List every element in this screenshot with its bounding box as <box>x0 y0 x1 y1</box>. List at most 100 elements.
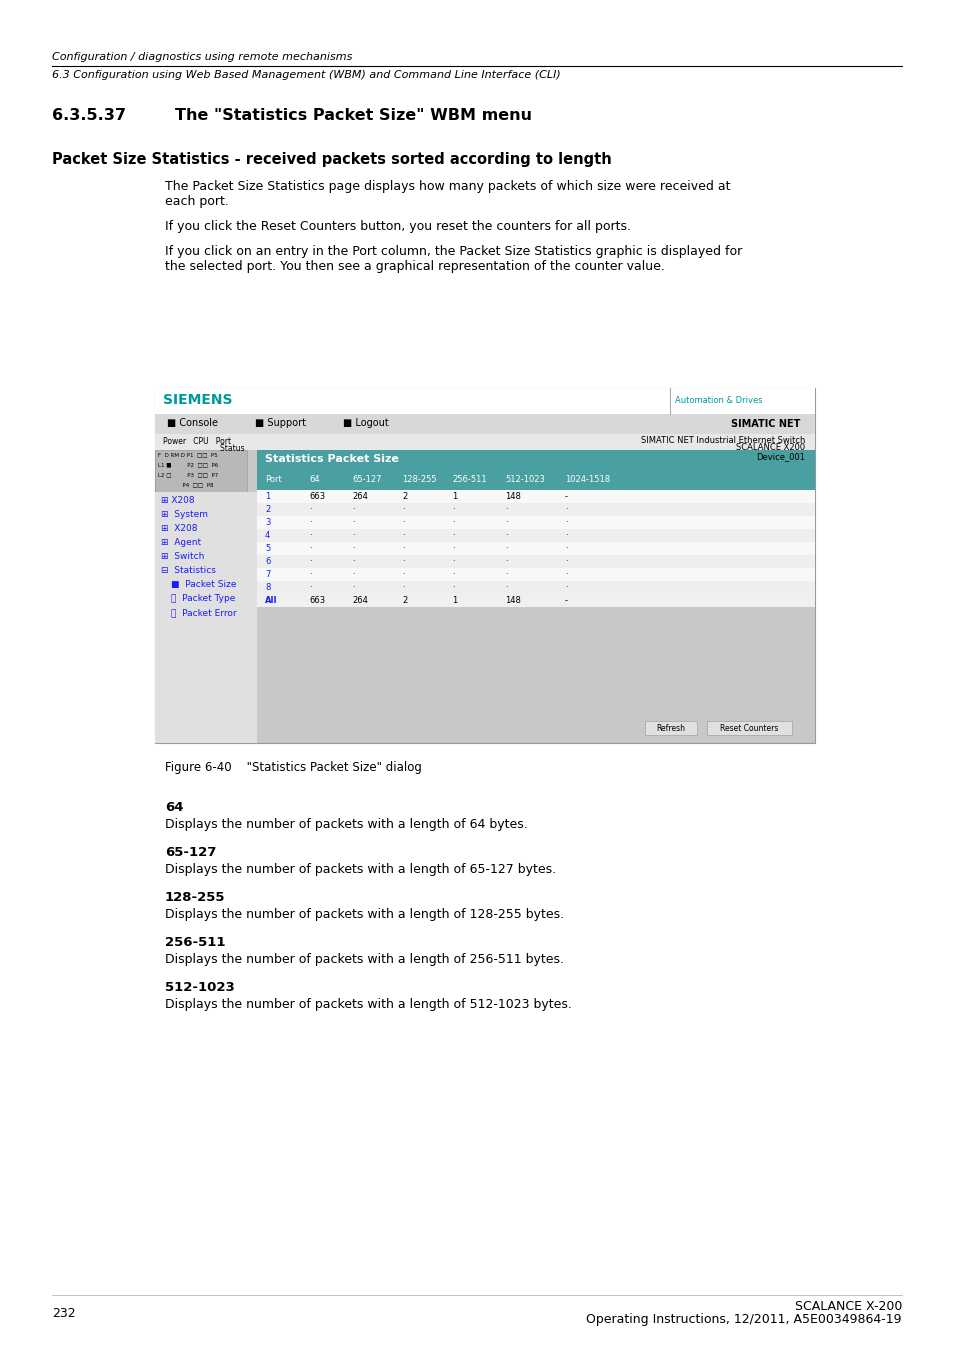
Bar <box>256 580 814 594</box>
Text: 2: 2 <box>401 491 407 501</box>
Text: ·: · <box>352 544 355 554</box>
Text: 65-127: 65-127 <box>352 475 381 485</box>
Text: ·: · <box>452 583 455 593</box>
Text: Configuration / diagnostics using remote mechanisms: Configuration / diagnostics using remote… <box>52 53 352 62</box>
Bar <box>154 414 814 433</box>
Text: ■  Packet Size: ■ Packet Size <box>171 580 236 589</box>
Text: ·: · <box>564 558 567 566</box>
Text: Power   CPU   Port: Power CPU Port <box>163 437 231 446</box>
Text: ·: · <box>452 570 455 579</box>
Text: ■ Console: ■ Console <box>167 418 218 428</box>
Text: P4  □□  P8: P4 □□ P8 <box>158 482 213 487</box>
Text: SCALANCE X-200: SCALANCE X-200 <box>794 1300 901 1314</box>
Text: Packet Size Statistics - received packets sorted according to length: Packet Size Statistics - received packet… <box>52 153 611 167</box>
Text: 256-511: 256-511 <box>452 475 486 485</box>
Text: Figure 6-40    "Statistics Packet Size" dialog: Figure 6-40 "Statistics Packet Size" dia… <box>165 761 421 774</box>
Text: the selected port. You then see a graphical representation of the counter value.: the selected port. You then see a graphi… <box>165 261 664 273</box>
Text: ·: · <box>401 505 404 514</box>
Text: ■ Logout: ■ Logout <box>343 418 388 428</box>
Text: Operating Instructions, 12/2011, A5E00349864-19: Operating Instructions, 12/2011, A5E0034… <box>586 1314 901 1326</box>
Text: ·: · <box>504 544 507 554</box>
Text: 8: 8 <box>265 583 270 593</box>
Text: ·: · <box>352 570 355 579</box>
Text: SIMATIC NET Industrial Ethernet Switch: SIMATIC NET Industrial Ethernet Switch <box>640 436 804 446</box>
Text: If you click on an entry in the Port column, the Packet Size Statistics graphic : If you click on an entry in the Port col… <box>165 244 741 258</box>
Text: ·: · <box>564 518 567 526</box>
Text: 128-255: 128-255 <box>401 475 436 485</box>
Text: ·: · <box>352 531 355 540</box>
Text: ·: · <box>352 505 355 514</box>
Text: ·: · <box>504 531 507 540</box>
Bar <box>256 568 814 580</box>
Text: ·: · <box>309 544 312 554</box>
Text: ·: · <box>564 570 567 579</box>
Text: ·: · <box>352 518 355 526</box>
Text: ·: · <box>452 544 455 554</box>
Bar <box>256 541 814 555</box>
Text: ■ Support: ■ Support <box>254 418 306 428</box>
Text: 232: 232 <box>52 1307 75 1320</box>
Text: SIEMENS: SIEMENS <box>163 393 233 406</box>
Text: Displays the number of packets with a length of 512-1023 bytes.: Displays the number of packets with a le… <box>165 998 571 1011</box>
Bar <box>256 529 814 541</box>
Bar <box>706 721 791 734</box>
Text: ⊞ X208: ⊞ X208 <box>161 495 194 505</box>
Text: ·: · <box>309 583 312 593</box>
Text: 1: 1 <box>452 595 456 605</box>
Text: 4: 4 <box>265 531 270 540</box>
Text: 512-1023: 512-1023 <box>504 475 544 485</box>
Text: ·: · <box>452 518 455 526</box>
Text: ·: · <box>504 583 507 593</box>
Text: 148: 148 <box>504 491 520 501</box>
Text: ·: · <box>309 531 312 540</box>
Text: ·: · <box>309 558 312 566</box>
Text: ·: · <box>564 531 567 540</box>
Text: Displays the number of packets with a length of 64 bytes.: Displays the number of packets with a le… <box>165 818 527 832</box>
Text: ·: · <box>401 544 404 554</box>
Text: 5: 5 <box>265 544 270 554</box>
Text: Device_001: Device_001 <box>755 452 804 460</box>
Text: ·: · <box>504 505 507 514</box>
Text: 264: 264 <box>352 595 368 605</box>
Text: each port.: each port. <box>165 194 229 208</box>
Bar <box>256 594 814 608</box>
Bar <box>154 387 814 414</box>
Text: 65-127: 65-127 <box>165 846 216 859</box>
Text: ·: · <box>504 570 507 579</box>
Text: ·: · <box>352 558 355 566</box>
Text: 64: 64 <box>165 801 183 814</box>
Text: 6.3 Configuration using Web Based Management (WBM) and Command Line Interface (C: 6.3 Configuration using Web Based Manage… <box>52 70 560 80</box>
Text: Status: Status <box>163 444 244 454</box>
Text: 256-511: 256-511 <box>165 936 225 949</box>
Text: 6: 6 <box>265 558 270 566</box>
Text: ·: · <box>309 505 312 514</box>
Text: Reset Counters: Reset Counters <box>720 724 778 733</box>
Text: Statistics Packet Size: Statistics Packet Size <box>265 454 398 464</box>
Text: ·: · <box>452 505 455 514</box>
Text: ·: · <box>309 570 312 579</box>
Text: Refresh: Refresh <box>656 724 685 733</box>
Text: ·: · <box>401 583 404 593</box>
Text: 3: 3 <box>265 518 270 526</box>
Bar <box>256 472 814 490</box>
Text: If you click the Reset Counters button, you reset the counters for all ports.: If you click the Reset Counters button, … <box>165 220 630 234</box>
Text: SCALANCE X200: SCALANCE X200 <box>735 443 804 452</box>
Text: Displays the number of packets with a length of 128-255 bytes.: Displays the number of packets with a le… <box>165 909 563 921</box>
Text: ·: · <box>401 570 404 579</box>
Text: Displays the number of packets with a length of 256-511 bytes.: Displays the number of packets with a le… <box>165 953 563 967</box>
Bar <box>256 555 814 568</box>
Text: 1: 1 <box>265 491 270 501</box>
Text: ⊟  Statistics: ⊟ Statistics <box>161 566 215 575</box>
Text: All: All <box>265 595 277 605</box>
Text: The "Statistics Packet Size" WBM menu: The "Statistics Packet Size" WBM menu <box>174 108 532 123</box>
Text: 663: 663 <box>309 595 325 605</box>
Text: 663: 663 <box>309 491 325 501</box>
Text: 📄  Packet Type: 📄 Packet Type <box>171 594 235 603</box>
Bar <box>154 491 256 742</box>
Text: 1: 1 <box>452 491 456 501</box>
Text: The Packet Size Statistics page displays how many packets of which size were rec: The Packet Size Statistics page displays… <box>165 180 730 193</box>
Text: 264: 264 <box>352 491 368 501</box>
Bar <box>256 450 814 472</box>
Text: Automation & Drives: Automation & Drives <box>675 396 761 405</box>
Text: Port: Port <box>265 475 281 485</box>
